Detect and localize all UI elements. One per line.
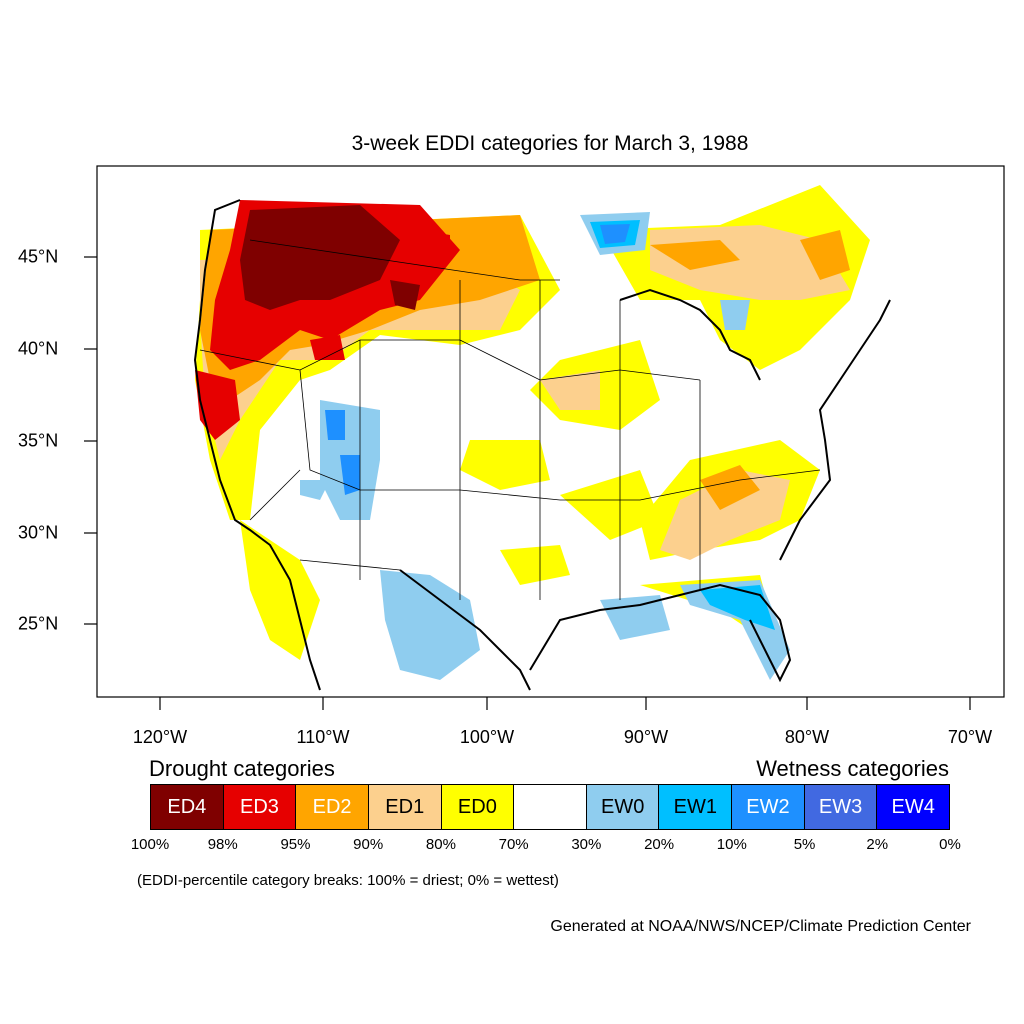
pct-label: 5% [793,836,816,853]
ed4-regions [240,205,420,310]
pct-label: 90% [353,836,384,853]
lon-label-80w: 80°W [784,727,830,747]
legend-box-ed2: ED2 [296,785,369,829]
lat-label-30n: 30°N [18,522,59,543]
pct-label: 100% [130,836,170,853]
legend-box-ed4: ED4 [151,785,224,829]
legend-box-ew1: EW1 [659,785,733,829]
lon-label-70w: 70°W [947,727,993,747]
lon-label-120w: 120°W [132,727,188,747]
lon-label-90w: 90°W [623,727,669,747]
legend-box-ew3: EW3 [804,785,878,829]
map-frame [96,165,1005,698]
legend-box-ed1: ED1 [368,785,442,829]
legend-box-ed0: ED0 [441,785,515,829]
lon-label-100w: 100°W [459,727,515,747]
pct-label: 10% [716,836,747,853]
legend-box-neutral [514,785,587,829]
pct-label: 20% [644,836,675,853]
pct-label: 30% [571,836,602,853]
legend-box-ew0: EW0 [586,785,660,829]
lat-label-25n: 25°N [18,613,59,634]
category-legend: ED4 ED3 ED2 ED1 ED0 EW0 EW1 EW2 EW3 EW4 [150,784,950,830]
pct-label: 98% [207,836,238,853]
axis-ticks [84,256,971,710]
credit-line: Generated at NOAA/NWS/NCEP/Climate Predi… [550,918,971,935]
state-boundaries [199,239,821,600]
pct-label: 0% [939,836,961,853]
lat-label-40n: 40°N [18,338,59,359]
pct-label: 80% [425,836,456,853]
legend-box-ed3: ED3 [223,785,297,829]
legend-box-ew4: EW4 [877,785,950,829]
pct-label: 70% [498,836,529,853]
legend-box-ew2: EW2 [732,785,805,829]
category-breaks-note: (EDDI-percentile category breaks: 100% =… [137,872,559,889]
lat-label-35n: 35°N [18,430,59,451]
wetness-categories-heading: Wetness categories [756,756,949,781]
pct-label: 95% [280,836,311,853]
lon-label-110w: 110°W [296,727,350,747]
drought-categories-heading: Drought categories [149,756,335,781]
map-title: 3-week EDDI categories for March 3, 1988 [351,132,749,155]
pct-label: 2% [866,836,889,853]
coastlines [193,199,891,691]
lat-label-45n: 45°N [18,246,59,267]
ew2-regions [325,224,630,495]
category-fields [195,185,890,680]
